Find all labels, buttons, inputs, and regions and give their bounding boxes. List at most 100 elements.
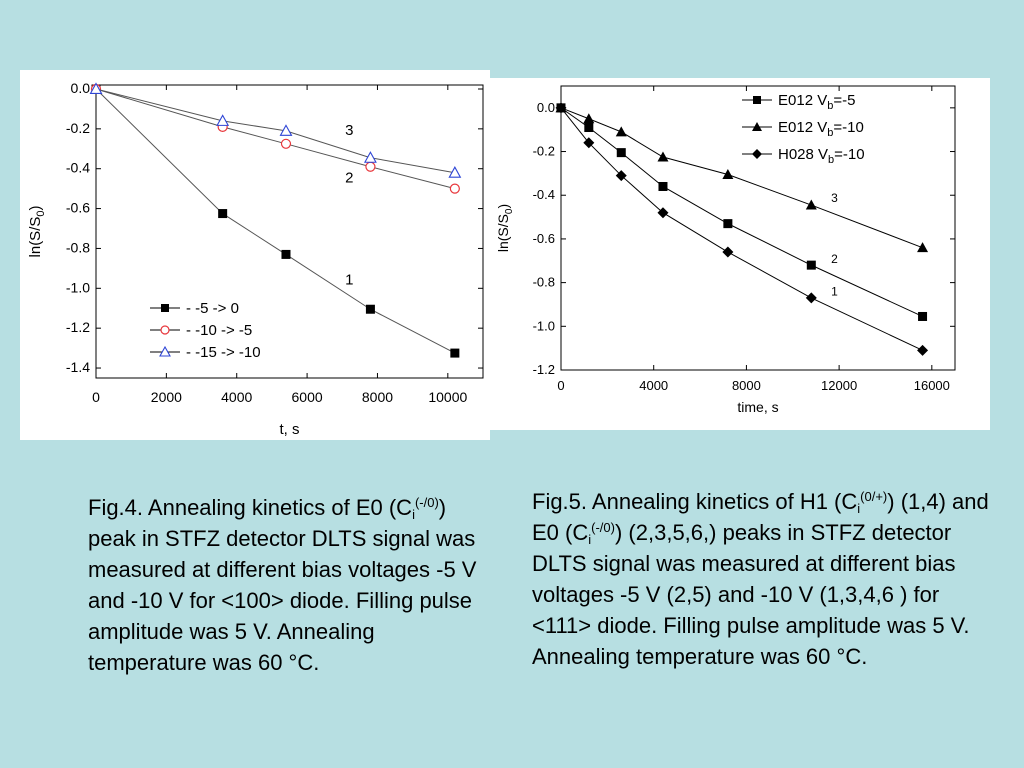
legend-label: - -5 -> 0 (186, 300, 239, 317)
series-line (95, 88, 455, 190)
curve-label: 3 (345, 122, 353, 139)
plot-frame (560, 85, 956, 371)
legend-label: E012 Vb=-5 (778, 92, 855, 112)
data-point (583, 113, 595, 124)
y-tick-label: -1.2 (66, 319, 90, 335)
data-point (583, 137, 595, 149)
x-tick-label: 0 (92, 389, 100, 405)
legend-marker (160, 325, 170, 335)
data-point (918, 311, 928, 321)
figure-5-chart: 0 4000 8000 12000 16000 0.0 -0.2 -0.4 -0.6 -0.8 -1… (490, 78, 990, 430)
series-line (95, 88, 456, 354)
curve-label: 1 (831, 285, 838, 299)
x-tick-label: 8000 (362, 389, 393, 405)
data-point (917, 242, 929, 253)
y-axis-label: ln(S/S0) (27, 206, 47, 258)
data-point (584, 123, 594, 133)
figure-4-plot: 0 2000 4000 6000 8000 10000 0.0 -0.2 -0.4 -0.6 -0.… (27, 80, 484, 438)
caption-subscript: i (412, 507, 415, 522)
data-point (365, 161, 376, 172)
series-1 (556, 103, 928, 321)
data-point (89, 82, 103, 95)
x-tick-label: 0 (557, 378, 564, 393)
series-line (560, 107, 923, 317)
x-tick-label: 8000 (732, 378, 761, 393)
data-point (218, 209, 228, 219)
legend: - -5 -> 0 - -10 -> -5 - -15 -> -10 (150, 300, 261, 361)
legend-label: H028 Vb=-10 (778, 146, 865, 166)
data-point (723, 219, 733, 229)
x-tick-label: 4000 (639, 378, 668, 393)
legend: E012 Vb=-5 E012 Vb=-10 H028 Vb=-10 (742, 92, 865, 166)
figure-4-chart: 0 2000 4000 6000 8000 10000 0.0 -0.2 -0.4 -0.6 -0.… (20, 70, 490, 440)
data-point (616, 148, 626, 158)
curve-label: 2 (345, 170, 353, 187)
data-point (280, 138, 292, 149)
legend-label: - -10 -> -5 (186, 322, 252, 339)
caption-superscript: (-/0) (414, 495, 439, 510)
series-line (560, 107, 923, 249)
caption-subscript: i (857, 501, 861, 516)
data-point (449, 183, 460, 194)
legend-marker (161, 304, 169, 312)
y-tick-label: 0.0 (537, 100, 555, 115)
data-point (722, 246, 734, 258)
x-tick-label: 6000 (292, 389, 323, 405)
data-point (448, 166, 462, 178)
series-3 (89, 82, 462, 178)
y-tick-label: -0.6 (533, 231, 555, 246)
plot-frame (95, 84, 484, 379)
figure-4-caption: Fig.4. Annealing kinetics of E0 (Ci(-/0)… (88, 492, 488, 678)
x-tick-label: 2000 (151, 389, 182, 405)
caption-text: ) (2,3,5,6,) peaks in STFZ detector DLTS… (532, 520, 970, 669)
legend-marker (752, 149, 762, 159)
data-point (216, 114, 230, 126)
series-line (560, 107, 923, 351)
data-point (722, 168, 734, 179)
data-point (657, 151, 669, 162)
data-point (363, 151, 377, 163)
caption-superscript: (0/+) (860, 489, 888, 504)
y-tick-label: -1.0 (66, 279, 90, 295)
y-tick-label: -0.2 (533, 144, 555, 159)
series-1 (91, 84, 460, 358)
y-tick-label: -0.6 (66, 200, 90, 216)
y-tick-label: -0.4 (533, 187, 555, 202)
curve-label: 2 (831, 252, 838, 266)
data-point (805, 292, 817, 304)
y-tick-label: -0.2 (66, 120, 90, 136)
caption-text: ) peak in STFZ detector DLTS signal was … (88, 495, 477, 675)
legend-marker (753, 96, 761, 104)
data-point (365, 304, 375, 314)
data-point (658, 181, 668, 191)
figure-5-plot: 0 4000 8000 12000 16000 0.0 -0.2 -0.4 -0.6 -0.8 -1… (495, 85, 956, 415)
data-point (615, 170, 627, 182)
series-3 (555, 102, 929, 356)
data-point (555, 102, 567, 114)
data-point (805, 199, 817, 210)
y-tick-label: -1.4 (66, 359, 90, 375)
caption-text: Fig.4. Annealing kinetics of E0 (C (88, 495, 413, 520)
y-tick-label: -0.8 (533, 275, 555, 290)
series-2 (555, 102, 929, 253)
curve-label: 1 (345, 271, 353, 288)
x-tick-label: 16000 (914, 378, 950, 393)
caption-superscript: (-/0) (591, 520, 615, 535)
caption-text: Fig.5. Annealing kinetics of H1 (C (532, 489, 858, 514)
data-point (917, 344, 929, 356)
curve-label: 3 (831, 191, 838, 205)
figure-5-caption: Fig.5. Annealing kinetics of H1 (Ci(0/+)… (532, 486, 1002, 672)
x-tick-label: 10000 (428, 389, 467, 405)
legend-marker (752, 122, 762, 131)
y-tick-label: -1.0 (533, 318, 555, 333)
data-point (615, 126, 627, 137)
y-axis-label: ln(S/S0) (495, 204, 515, 252)
x-axis-label: t, s (279, 421, 299, 438)
x-tick-label: 4000 (221, 389, 252, 405)
series-line (95, 88, 455, 174)
caption-text: ) (1,4) and E0 (C (532, 489, 989, 545)
data-point (450, 348, 460, 358)
y-tick-label: 0.0 (71, 80, 91, 96)
legend-label: - -15 -> -10 (186, 344, 261, 361)
y-tick-label: -1.2 (533, 362, 555, 377)
